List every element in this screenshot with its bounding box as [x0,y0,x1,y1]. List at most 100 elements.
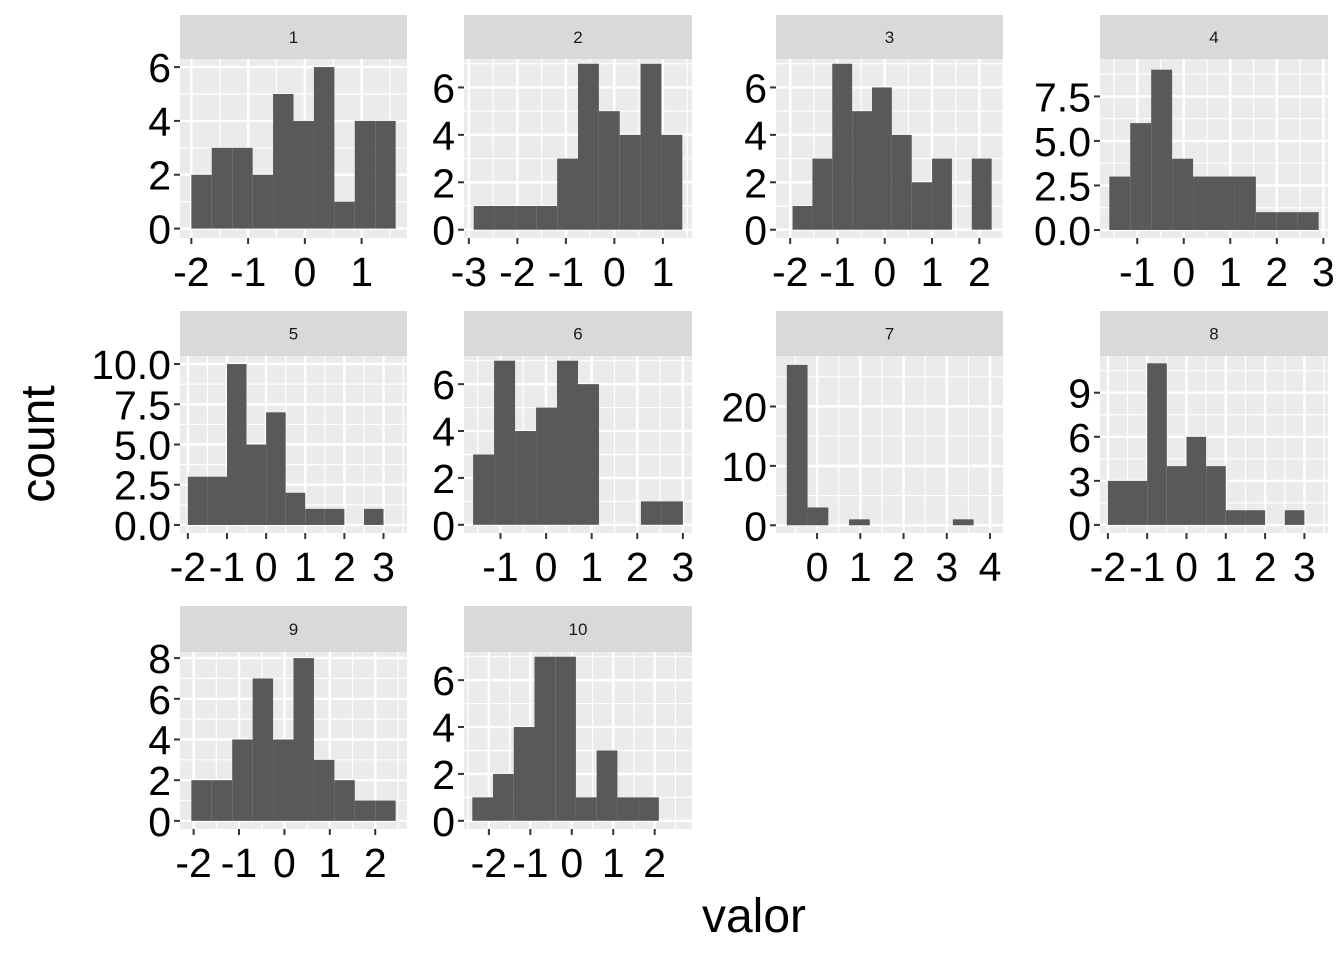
facet-strip-label: 5 [289,325,298,344]
histogram-bar [792,205,813,230]
y-tick-label: 4 [432,113,455,159]
y-tick-label: 4 [148,717,171,763]
x-tick-label: 2 [1265,249,1288,295]
histogram-bar [266,412,286,525]
x-tick-label: 0 [273,840,296,886]
x-tick-label: 2 [1254,544,1277,590]
histogram-bar [638,797,659,821]
histogram-bar [252,678,274,821]
x-tick-label: -1 [1129,544,1165,590]
histogram-bar [1225,510,1246,525]
histogram-bar [1127,480,1148,525]
facet-strip-label: 9 [289,620,298,639]
x-tick-label: -2 [1090,544,1126,590]
x-tick-label: -1 [482,544,518,590]
x-axis-title: valor [702,890,806,943]
histogram-bar [598,111,620,230]
y-tick-label: 6 [432,362,455,408]
x-tick-label: 1 [1219,249,1242,295]
facet-strip [776,311,1003,356]
facet-strip-label: 6 [573,325,582,344]
histogram-bar [305,508,325,525]
histogram-bar [557,360,578,525]
histogram-bar [246,444,267,525]
facet-strip [464,311,692,356]
x-tick-label: -1 [209,544,245,590]
y-tick-label: 6 [148,677,171,723]
histogram-bar [852,111,873,230]
histogram-bar [1297,212,1319,230]
y-tick-label: 0 [148,799,171,845]
histogram-bar [578,384,599,525]
facet-strip-label: 4 [1209,28,1218,47]
histogram-bar [187,476,208,525]
histogram-bar [1130,123,1152,230]
histogram-bar [375,800,396,821]
x-tick-label: -1 [548,249,584,295]
y-tick-label: 6 [432,658,455,704]
x-tick-label: 4 [979,544,1002,590]
y-tick-label: 0 [744,208,767,254]
x-tick-label: 3 [671,544,694,590]
y-tick-label: 0.0 [1034,208,1091,254]
facet-strip [180,606,407,652]
facet-strip [464,606,692,652]
y-tick-label: 5.0 [1034,119,1091,165]
facet-strip-label: 10 [569,620,588,639]
y-tick-label: 9 [1068,371,1091,417]
histogram-bar [1109,176,1131,230]
y-tick-label: 0 [744,503,767,549]
y-tick-label: 6 [148,45,171,91]
facet-strip-label: 3 [885,28,894,47]
x-tick-label: -1 [819,249,855,295]
y-tick-label: 2 [432,160,455,206]
histogram-bar [661,134,683,230]
histogram-bar [1255,212,1277,230]
histogram-bar [596,750,618,821]
histogram-bar [515,205,537,230]
x-tick-label: 2 [643,840,666,886]
histogram-bar [285,492,306,525]
histogram-bar [232,147,253,229]
x-tick-label: 1 [921,249,944,295]
panel-background [776,356,1003,533]
histogram-bar [619,134,641,230]
histogram-bar [952,519,974,526]
histogram-bar [640,501,662,525]
histogram-bar [872,87,892,230]
facet-panel-4: 4 0.02.55.07.5 -1 0 1 2 3 [1034,15,1335,295]
histogram-bar [1166,466,1187,525]
histogram-bar [849,519,870,526]
facet-strip [464,15,692,59]
y-tick-label: 6 [1068,415,1091,461]
x-tick-label: 2 [333,544,356,590]
facet-strip-label: 7 [885,325,894,344]
x-tick-label: -2 [499,249,535,295]
x-tick-label: 1 [350,249,373,295]
histogram-bar [363,508,384,525]
x-tick-label: 1 [849,544,872,590]
x-tick-label: 0 [873,249,896,295]
x-tick-label: -1 [1119,249,1155,295]
histogram-bar [812,158,833,230]
y-tick-label: 0.0 [114,503,171,549]
x-tick-label: -2 [175,840,211,886]
histogram-bar [661,501,683,525]
histogram-bar [1147,363,1167,525]
histogram-bar [1206,466,1226,525]
histogram-bar [226,364,247,525]
y-tick-label: 6 [432,65,455,111]
y-tick-label: 2.5 [114,463,171,509]
histogram-bar [273,93,294,229]
facet-strip-label: 2 [573,28,582,47]
histogram-bar [1151,69,1173,230]
x-tick-label: 1 [318,840,341,886]
histogram-bar [252,174,274,229]
facet-strip [180,15,407,59]
x-tick-label: 3 [372,544,395,590]
histogram-bar [375,120,396,229]
x-tick-label: 3 [1312,249,1335,295]
x-tick-label: 0 [806,544,829,590]
